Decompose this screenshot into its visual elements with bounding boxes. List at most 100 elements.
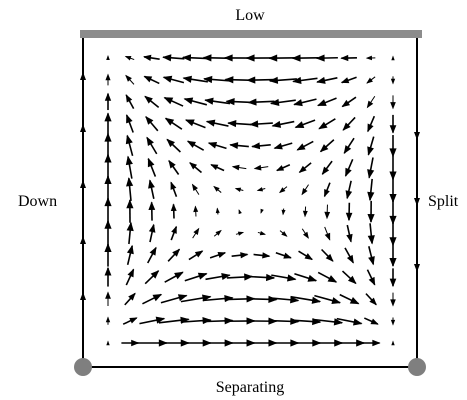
field-arrowhead bbox=[316, 76, 326, 84]
field-arrowhead bbox=[346, 233, 353, 243]
field-arrowhead bbox=[166, 138, 175, 148]
field-arrowhead bbox=[367, 146, 374, 156]
field-arrowhead bbox=[390, 78, 396, 85]
field-arrowhead bbox=[143, 54, 152, 61]
field-arrowhead bbox=[367, 214, 375, 224]
label-bottom: Separating bbox=[216, 379, 284, 396]
field-arrowhead bbox=[163, 97, 174, 105]
field-arrowhead bbox=[125, 134, 133, 145]
field-arrowhead bbox=[145, 115, 154, 125]
field-arrowhead bbox=[172, 248, 181, 257]
field-arrowhead bbox=[341, 99, 351, 108]
field-arrowhead bbox=[345, 212, 353, 222]
field-arrowhead bbox=[238, 209, 242, 215]
field-arrowhead bbox=[367, 191, 375, 202]
field-arrowhead bbox=[251, 142, 261, 150]
field-arrowhead bbox=[389, 257, 397, 267]
field-arrowhead bbox=[124, 56, 132, 61]
field-arrowhead bbox=[253, 164, 262, 171]
field-arrowhead bbox=[231, 164, 240, 171]
field-arrowhead bbox=[331, 297, 342, 305]
field-arrowhead bbox=[367, 235, 375, 245]
field-arrowhead bbox=[155, 316, 166, 324]
right-edge-arrows bbox=[414, 132, 420, 272]
field-arrowhead bbox=[259, 230, 266, 236]
field-arrowhead bbox=[389, 215, 397, 225]
field-arrowhead bbox=[340, 54, 349, 62]
field-arrowhead bbox=[298, 165, 307, 173]
field-arrowhead bbox=[193, 227, 200, 235]
field-arrowhead bbox=[149, 246, 157, 256]
field-arrowhead bbox=[276, 165, 285, 171]
field-arrowhead bbox=[202, 317, 212, 325]
field-arrowhead bbox=[126, 244, 134, 255]
field-arrowhead bbox=[366, 100, 374, 109]
field-arrowhead bbox=[183, 97, 194, 105]
field-arrowhead bbox=[125, 155, 133, 166]
vector-field bbox=[104, 54, 397, 347]
field-arrowhead bbox=[279, 187, 286, 194]
field-arrowhead bbox=[104, 243, 112, 253]
field-arrowhead bbox=[104, 175, 112, 185]
field-arrowhead bbox=[273, 142, 283, 150]
field-arrowhead bbox=[126, 114, 133, 124]
field-arrowhead bbox=[227, 119, 237, 128]
field-arrowhead bbox=[391, 55, 395, 61]
field-arrowhead bbox=[210, 164, 219, 171]
field-arrowhead bbox=[205, 119, 216, 127]
field-arrowhead bbox=[321, 166, 330, 175]
label-right: Split bbox=[428, 193, 459, 210]
field-arrowhead bbox=[125, 74, 132, 82]
field-arrowhead bbox=[244, 273, 254, 281]
bottom-right-node bbox=[408, 358, 426, 376]
field-arrowhead bbox=[104, 219, 112, 229]
field-arrowhead bbox=[150, 270, 160, 279]
field-arrowhead bbox=[293, 99, 303, 107]
field-arrowhead bbox=[292, 76, 302, 85]
field-arrowhead bbox=[349, 296, 360, 305]
field-arrowhead bbox=[105, 316, 111, 323]
field-arrowhead bbox=[247, 98, 257, 106]
field-arrowhead bbox=[260, 208, 264, 214]
field-arrowhead bbox=[333, 318, 344, 326]
field-arrowhead bbox=[105, 291, 111, 299]
field-arrowhead bbox=[162, 54, 172, 62]
field-arrowhead bbox=[131, 339, 140, 347]
field-arrowhead bbox=[389, 237, 397, 247]
field-arrowhead bbox=[174, 271, 184, 280]
field-arrowhead bbox=[319, 144, 329, 153]
field-arrowhead bbox=[345, 190, 353, 200]
field-arrowhead bbox=[106, 55, 110, 60]
field-arrowhead bbox=[207, 141, 218, 149]
field-arrowhead bbox=[346, 254, 354, 264]
field-arrowhead bbox=[366, 77, 373, 84]
field-arrowhead bbox=[352, 318, 363, 326]
field-arrowhead bbox=[345, 167, 352, 177]
field-arrowhead bbox=[268, 76, 279, 84]
field-arrowhead bbox=[171, 225, 177, 234]
field-arrowhead bbox=[217, 252, 227, 258]
field-arrowhead bbox=[324, 232, 331, 241]
field-arrowhead bbox=[342, 122, 351, 131]
field-arrowhead bbox=[126, 199, 134, 209]
field-arrowhead bbox=[185, 119, 195, 127]
field-arrowhead bbox=[182, 75, 192, 83]
field-arrowhead bbox=[215, 229, 222, 236]
field-arrowhead bbox=[265, 273, 276, 282]
field-arrowhead bbox=[281, 231, 288, 237]
field-arrowhead bbox=[315, 54, 325, 62]
field-arrowhead bbox=[104, 92, 112, 101]
field-arrowhead bbox=[104, 266, 112, 276]
field-arrowhead bbox=[317, 99, 327, 106]
field-arrowhead bbox=[204, 97, 214, 105]
field-arrowhead bbox=[286, 274, 297, 282]
field-arrowhead bbox=[194, 250, 204, 258]
field-arrowhead bbox=[148, 201, 156, 210]
field-arrowhead bbox=[368, 276, 376, 286]
field-arrowhead bbox=[327, 275, 338, 283]
field-arrowhead bbox=[372, 339, 381, 347]
field-arrowhead bbox=[245, 54, 255, 62]
field-arrowhead bbox=[262, 252, 271, 259]
field-arrowhead bbox=[164, 117, 175, 126]
